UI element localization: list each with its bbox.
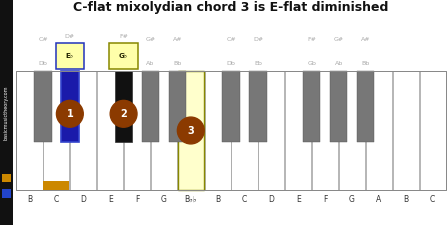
Text: G: G	[161, 195, 167, 204]
Text: G: G	[349, 195, 355, 204]
Text: C: C	[242, 195, 247, 204]
Text: Db: Db	[38, 61, 47, 66]
Bar	[330, 71, 347, 142]
Bar	[393, 71, 419, 190]
Bar	[366, 71, 392, 190]
Text: E: E	[108, 195, 113, 204]
Bar	[232, 71, 257, 190]
Bar	[97, 71, 123, 190]
Bar	[312, 71, 338, 190]
Text: B: B	[403, 195, 409, 204]
Text: G#: G#	[145, 37, 156, 42]
Text: B: B	[27, 195, 32, 204]
Text: A#: A#	[361, 37, 370, 42]
Bar	[43, 181, 69, 190]
Text: F: F	[135, 195, 139, 204]
Text: Ab: Ab	[146, 61, 155, 66]
Text: basicmusictheory.com: basicmusictheory.com	[4, 85, 9, 140]
Bar	[222, 71, 240, 142]
Bar	[420, 71, 446, 190]
Bar	[2, 174, 11, 182]
Bar	[70, 71, 97, 190]
Ellipse shape	[177, 117, 204, 144]
Text: Db: Db	[227, 61, 236, 66]
Text: B: B	[215, 195, 220, 204]
Text: A: A	[376, 195, 382, 204]
Bar	[169, 71, 186, 142]
Text: C#: C#	[38, 37, 48, 42]
Text: G♭: G♭	[119, 53, 128, 59]
Text: E: E	[296, 195, 301, 204]
Text: A#: A#	[173, 37, 182, 42]
Text: E♭: E♭	[66, 53, 74, 59]
Text: D#: D#	[253, 37, 263, 42]
Bar	[34, 71, 52, 142]
Text: C#: C#	[226, 37, 236, 42]
Text: F#: F#	[119, 34, 128, 39]
Bar	[178, 71, 204, 190]
Ellipse shape	[110, 100, 137, 127]
Bar	[17, 71, 42, 190]
Bar	[56, 43, 84, 69]
Bar	[61, 71, 79, 142]
Bar	[258, 71, 284, 190]
Bar	[285, 71, 312, 190]
Bar	[2, 189, 11, 198]
Ellipse shape	[56, 100, 83, 127]
Text: F: F	[323, 195, 327, 204]
Text: G#: G#	[333, 37, 344, 42]
Bar	[357, 71, 374, 142]
Text: Eb: Eb	[254, 61, 262, 66]
Bar	[43, 71, 69, 190]
Bar	[142, 71, 159, 142]
Bar	[16, 71, 446, 190]
Text: 2: 2	[120, 109, 127, 119]
Bar	[249, 71, 267, 142]
Bar	[0, 0, 13, 225]
Bar	[115, 71, 132, 142]
Bar	[151, 71, 177, 190]
Bar	[124, 71, 150, 190]
Text: C: C	[54, 195, 59, 204]
Text: Ab: Ab	[334, 61, 343, 66]
Bar	[205, 71, 231, 190]
Text: C-flat mixolydian chord 3 is E-flat diminished: C-flat mixolydian chord 3 is E-flat dimi…	[72, 1, 388, 14]
Text: B♭♭: B♭♭	[185, 195, 197, 204]
Text: 3: 3	[187, 126, 194, 135]
Bar	[303, 71, 320, 142]
Text: Bb: Bb	[361, 61, 370, 66]
Text: D: D	[80, 195, 86, 204]
Text: D#: D#	[65, 34, 75, 39]
Text: 1: 1	[67, 109, 73, 119]
Bar	[110, 43, 138, 69]
Text: Bb: Bb	[173, 61, 181, 66]
Text: D: D	[269, 195, 274, 204]
Text: C: C	[430, 195, 435, 204]
Text: F#: F#	[307, 37, 316, 42]
Bar	[339, 71, 365, 190]
Bar	[178, 71, 204, 190]
Text: Gb: Gb	[307, 61, 316, 66]
